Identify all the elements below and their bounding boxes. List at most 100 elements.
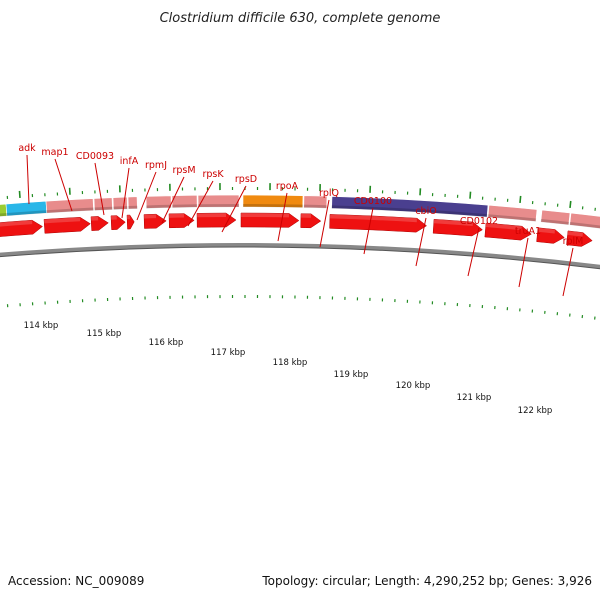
feature-block-shade (128, 205, 138, 210)
gc-tick (18, 190, 21, 199)
kbp-tick-label: 121 kbp (457, 393, 492, 403)
cds-arrow-highlight (537, 227, 555, 234)
feature-block-shade (94, 206, 113, 211)
cds-arrow (0, 219, 43, 237)
feature-block (540, 209, 571, 226)
kbp-tick-label: 114 kbp (24, 321, 59, 331)
feature-block-shade (113, 206, 128, 210)
leader-line (415, 217, 427, 267)
gene-label-cbio: cbiO (415, 206, 436, 217)
cds-arrow (300, 213, 322, 229)
cds-arrow-highlight (329, 214, 417, 223)
leader-line (467, 227, 480, 277)
feature-block-shade (331, 205, 488, 218)
kbp-tick-labels: 114 kbp 115 kbp 116 kbp 117 kbp 118 kbp 119 k… (24, 321, 553, 416)
leader-line (54, 158, 73, 212)
cds-arrow (110, 215, 126, 231)
cds-arrow-highlight (144, 214, 157, 219)
gene-label-cd0093: CD0093 (76, 151, 114, 162)
leader-line (562, 247, 574, 297)
cds-arrow (536, 227, 565, 244)
gene-label-rpoa: rpoA (276, 181, 299, 192)
feature-block (569, 212, 600, 229)
kbp-tick-label: 119 kbp (334, 370, 369, 380)
gc-tick (469, 191, 472, 199)
kbp-tick-label: 117 kbp (211, 348, 246, 358)
kbp-tick-label: 118 kbp (273, 358, 308, 368)
gene-label-rpmj: rpmJ (145, 160, 167, 171)
leader-line (221, 185, 247, 233)
cds-arrow-highlight (169, 213, 185, 218)
gene-label-rpsd: rpsD (235, 174, 257, 185)
cds-arrow-highlight (91, 216, 99, 221)
cds-arrow (126, 214, 135, 230)
kbp-tick-label: 122 kbp (518, 406, 553, 416)
accession-text: Accession: NC_009089 (8, 574, 144, 588)
leader-line (136, 171, 157, 221)
feature-block-shade (172, 204, 198, 208)
feature-block-shade (146, 204, 172, 209)
cds-arrow-highlight (567, 230, 583, 237)
cds-arrow (432, 218, 483, 237)
feature-block-shade (569, 222, 600, 229)
cds-arrow-highlight (0, 220, 33, 227)
leader-line (518, 237, 529, 288)
leader-line (121, 167, 130, 219)
leader-line (363, 207, 374, 255)
gene-label-rpsk: rpsK (202, 169, 224, 180)
leader-line (94, 162, 105, 216)
feature-block-shade (488, 214, 537, 222)
gene-labels: adk map1 CD0093 infA rpmJ rpsM rpsK rpsD rpoA rpl… (18, 143, 583, 247)
gene-label-infa: infA (120, 156, 139, 167)
gene-label-rpsm: rpsM (172, 165, 195, 176)
feature-block-shade (540, 219, 570, 225)
feature-block (171, 195, 198, 209)
cds-arrow-highlight (240, 213, 289, 218)
gene-label-cd0100: CD0100 (354, 196, 392, 207)
feature-block (145, 195, 172, 209)
leader-line (277, 192, 288, 242)
feature-block (242, 194, 304, 208)
kbp-tick-label: 120 kbp (396, 381, 431, 391)
leader-line (319, 199, 330, 248)
cds-arrow (329, 214, 428, 233)
cds-arrow-highlight (433, 219, 473, 226)
leader-line (26, 154, 30, 205)
cds-arrow-highlight (197, 213, 227, 218)
feature-block-shade (303, 204, 327, 209)
cds-arrow-highlight (300, 213, 311, 218)
cds-arrow (566, 230, 593, 247)
feature-block-shade (46, 207, 94, 214)
feature-track (0, 194, 600, 229)
gene-label-rplq: rplQ (319, 188, 339, 199)
cds-arrow (43, 216, 91, 234)
gene-label-rplm: rplM (563, 236, 584, 247)
map-title: Clostridium difficile 630, complete geno… (160, 11, 441, 26)
cds-arrow (143, 213, 167, 229)
feature-block (93, 197, 113, 211)
gene-label-trua1: truA1 (515, 226, 541, 237)
feature-block (331, 196, 489, 218)
gc-content-ticks-outer (6, 183, 596, 211)
kbp-tick-label: 116 kbp (149, 338, 184, 348)
cds-arrow-track (0, 212, 593, 247)
feature-block (45, 198, 94, 214)
feature-block (127, 196, 138, 210)
kbp-tick-label: 115 kbp (87, 329, 122, 339)
gc-tick (519, 195, 522, 203)
feature-block (197, 194, 240, 208)
gene-label-adk: adk (18, 143, 36, 154)
gene-label-map1: map1 (41, 147, 68, 158)
feature-block-shade (198, 204, 240, 208)
cds-arrow (90, 216, 109, 231)
gene-label-cd0102: CD0102 (460, 216, 498, 227)
label-leader-lines (26, 154, 574, 297)
gc-tick (569, 200, 572, 209)
feature-block-shade (6, 210, 47, 216)
genome-backbone (0, 243, 600, 269)
gc-content-ticks-inner (6, 295, 596, 320)
leader-line (161, 176, 185, 224)
cds-arrow (240, 212, 300, 228)
genome-summary-text: Topology: circular; Length: 4,290,252 bp… (261, 574, 592, 588)
cds-arrow (484, 222, 532, 241)
